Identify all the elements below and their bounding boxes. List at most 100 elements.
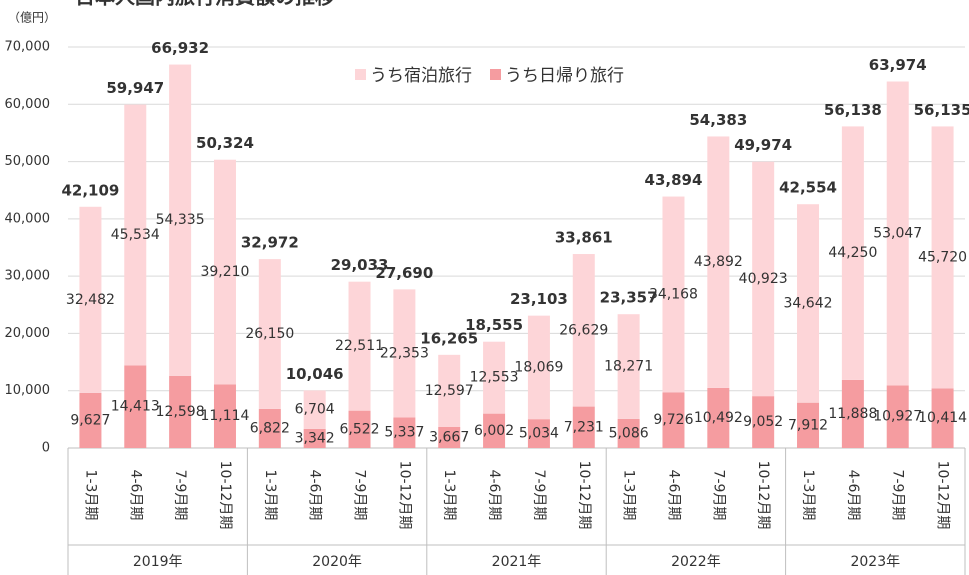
- value-label: 18,069: [514, 359, 563, 375]
- bar-segment: [662, 392, 685, 448]
- bar-segment: [886, 385, 909, 448]
- value-label: 22,353: [380, 345, 429, 361]
- total-label: 27,690: [375, 264, 433, 282]
- x-tick-label: 10-12月期: [935, 461, 951, 530]
- bar-segment: [617, 418, 640, 448]
- legend-swatch: [490, 69, 501, 80]
- value-label: 34,168: [649, 286, 698, 302]
- x-tick-label: 4-6月期: [307, 470, 323, 521]
- bar-segment: [752, 396, 775, 448]
- total-label: 54,383: [689, 111, 747, 129]
- x-tick-label: 7-9月期: [710, 470, 726, 521]
- bar-segment: [572, 254, 595, 407]
- total-label: 16,265: [420, 329, 478, 347]
- bar-segment: [886, 81, 909, 386]
- value-label: 6,522: [339, 421, 379, 437]
- x-tick-label: 10-12月期: [755, 461, 771, 530]
- value-label: 12,597: [425, 383, 474, 399]
- value-label: 43,892: [694, 254, 743, 270]
- total-label: 10,046: [286, 365, 344, 383]
- bar-segment: [841, 126, 864, 380]
- bar-segment: [438, 354, 461, 427]
- y-unit: （億円）: [8, 11, 56, 25]
- chart-title: 日本人国内旅行消費額の推移: [75, 0, 335, 9]
- value-label: 5,337: [384, 425, 424, 441]
- y-tick-label: 0: [42, 441, 50, 456]
- total-label: 32,972: [241, 234, 299, 252]
- y-tick-label: 30,000: [5, 269, 51, 284]
- x-tick-label: 1-3月期: [82, 470, 98, 521]
- group-label: 2019年: [133, 554, 183, 570]
- bar-segment: [169, 64, 192, 376]
- bar-segment: [213, 159, 236, 385]
- y-tick-label: 60,000: [5, 97, 51, 112]
- value-label: 3,667: [429, 429, 469, 445]
- value-label: 5,086: [609, 425, 649, 441]
- value-label: 6,002: [474, 423, 514, 439]
- value-label: 45,720: [918, 249, 967, 265]
- bar-segment: [258, 259, 281, 409]
- value-label: 22,511: [335, 338, 384, 354]
- bar-segment: [438, 426, 461, 448]
- x-tick-label: 4-6月期: [127, 470, 143, 521]
- x-tick-label: 1-3月期: [621, 470, 637, 521]
- bar-segment: [79, 392, 102, 448]
- total-label: 42,109: [61, 181, 119, 199]
- bar-segment: [483, 341, 506, 414]
- value-label: 32,482: [66, 292, 115, 308]
- value-label: 6,704: [295, 402, 335, 418]
- bar-segment: [393, 289, 416, 418]
- group-label: 2020年: [312, 554, 362, 570]
- bar-segment: [752, 161, 775, 397]
- bar-segment: [393, 417, 416, 448]
- x-tick-label: 4-6月期: [845, 470, 861, 521]
- x-tick-label: 7-9月期: [890, 470, 906, 521]
- value-label: 12,553: [470, 370, 519, 386]
- total-label: 43,894: [645, 171, 703, 189]
- total-label: 42,554: [779, 179, 837, 197]
- y-tick-label: 40,000: [5, 211, 51, 226]
- value-label: 26,629: [559, 322, 608, 338]
- bar-segment: [931, 126, 954, 389]
- value-label: 34,642: [784, 295, 833, 311]
- y-tick-label: 20,000: [5, 326, 51, 341]
- value-label: 12,598: [156, 404, 205, 420]
- total-label: 59,947: [106, 79, 164, 97]
- bar-segment: [797, 402, 820, 448]
- value-label: 9,726: [653, 412, 693, 428]
- value-label: 11,114: [200, 408, 249, 424]
- bar-segment: [707, 136, 730, 388]
- x-tick-label: 1-3月期: [441, 470, 457, 521]
- bar-segment: [124, 104, 147, 366]
- total-label: 23,357: [600, 289, 658, 307]
- bar-segment: [527, 315, 550, 420]
- bar-segment: [303, 390, 326, 429]
- bar-segment: [258, 408, 281, 448]
- legend-swatch: [355, 69, 366, 80]
- bar-segment: [169, 375, 192, 448]
- bar-segment: [662, 196, 685, 393]
- x-tick-label: 4-6月期: [665, 470, 681, 521]
- total-label: 18,555: [465, 316, 523, 334]
- bar-segment: [707, 387, 730, 448]
- x-tick-label: 10-12月期: [396, 461, 412, 530]
- value-label: 10,492: [694, 410, 743, 426]
- x-tick-label: 10-12月期: [217, 461, 233, 530]
- value-label: 11,888: [828, 406, 877, 422]
- value-label: 45,534: [111, 227, 160, 243]
- x-tick-label: 1-3月期: [262, 470, 278, 521]
- legend-label: うち宿泊旅行: [370, 66, 472, 86]
- value-label: 44,250: [828, 245, 877, 261]
- bar-segment: [213, 384, 236, 448]
- bar-segment: [617, 314, 640, 419]
- total-label: 56,138: [824, 101, 882, 119]
- total-label: 63,974: [869, 56, 927, 74]
- total-label: 50,324: [196, 134, 254, 152]
- group-label: 2021年: [492, 554, 542, 570]
- value-label: 10,927: [873, 409, 922, 425]
- bar-segment: [124, 365, 147, 448]
- value-label: 9,627: [70, 412, 110, 428]
- value-label: 3,342: [295, 430, 335, 446]
- x-tick-label: 4-6月期: [486, 470, 502, 521]
